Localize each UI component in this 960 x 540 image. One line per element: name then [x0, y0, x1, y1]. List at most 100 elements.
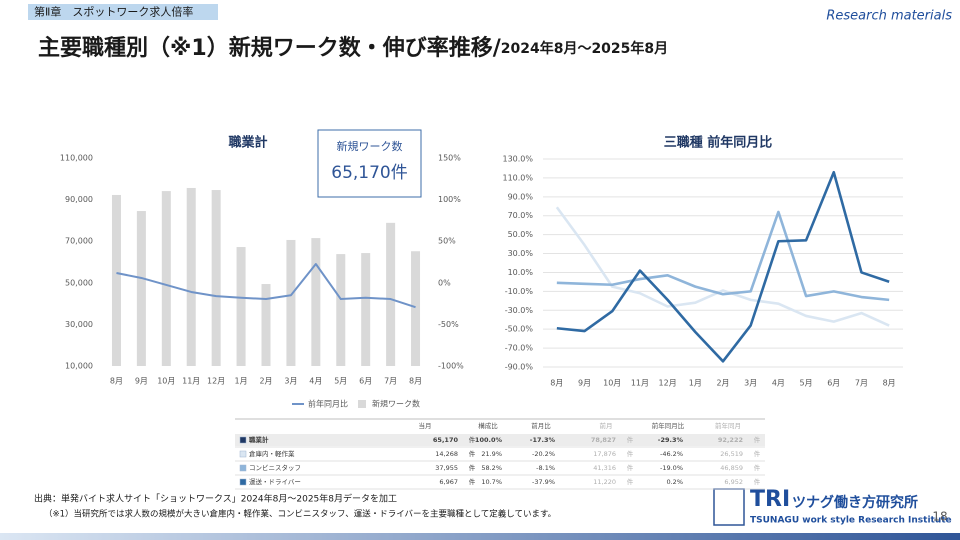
y-tick-label: -10.0%: [505, 287, 534, 296]
table-cell: 58.2%: [481, 464, 502, 472]
x-tick-label: 9月: [578, 379, 591, 388]
table-unit: 件: [469, 463, 476, 472]
chapter-chip: [28, 4, 218, 20]
table-cell: 65,170: [433, 436, 459, 444]
legend-swatch: [358, 400, 366, 408]
x-tick-label: 5月: [334, 377, 347, 386]
chapter: 第Ⅱ章 スポットワーク求人倍率: [34, 5, 193, 19]
table-cell: 37,955: [435, 464, 458, 472]
table-unit: 件: [627, 435, 634, 444]
x-tick-label: 12月: [207, 377, 225, 386]
bar: [236, 247, 246, 366]
table-unit: 件: [627, 477, 634, 486]
x-tick-label: 8月: [883, 379, 896, 388]
title: 主要職種別（※1）新規ワーク数・伸び率推移/2024年8月～2025年8月: [38, 35, 668, 61]
x-tick-label: 2月: [716, 379, 729, 388]
table-unit: 件: [627, 463, 634, 472]
row-swatch: [239, 464, 247, 472]
y-tick-label: 10.0%: [508, 268, 534, 277]
y-tick-label: -30.0%: [505, 306, 534, 315]
y-tick-label: -70.0%: [505, 344, 534, 353]
row-swatch: [239, 478, 247, 486]
table-header: 前年同月: [715, 421, 741, 430]
y-tick-label: 70.0%: [508, 211, 534, 220]
x-tick-label: 7月: [384, 377, 397, 386]
table-cell: -29.3%: [658, 436, 684, 444]
bar: [261, 284, 271, 366]
row-swatch: [239, 436, 247, 444]
bottom-band: [0, 533, 960, 540]
x-tick-label: 3月: [744, 379, 757, 388]
table-unit: 件: [754, 435, 761, 444]
x-tick-label: 10月: [603, 379, 621, 388]
bar: [211, 190, 221, 366]
table-cell: -17.3%: [530, 436, 556, 444]
y-tick-label: 130.0%: [502, 155, 533, 164]
line: [556, 170, 890, 363]
row-name: 職業計: [249, 435, 269, 444]
row-name: 倉庫内・軽作業: [249, 449, 295, 458]
x-tick-label: 11月: [631, 379, 649, 388]
table-cell: 6,967: [439, 478, 458, 486]
x-tick-label: 8月: [550, 379, 563, 388]
table-cell: 78,827: [591, 436, 616, 444]
y-tick-label: -50.0%: [505, 325, 534, 334]
y-tick-label: 70,000: [65, 237, 93, 246]
bar: [336, 254, 346, 366]
table-cell: 100.0%: [475, 436, 503, 444]
logo-jp: ツナグ働き方研究所: [792, 494, 918, 511]
annotation-value: 65,170件: [331, 163, 407, 183]
row-name: 運送・ドライバー: [249, 477, 301, 486]
table-unit: 件: [754, 463, 761, 472]
source: 出典：単発バイト求人サイト「ショットワークス」2024年8月～2025年8月デー…: [34, 493, 397, 505]
y-tick-label: 110.0%: [502, 173, 533, 182]
table-header: 前月比: [531, 421, 551, 430]
logo: TRI: [750, 487, 790, 512]
table-cell: 41,316: [593, 464, 616, 472]
annotation-label: 新規ワーク数: [337, 139, 403, 153]
bar: [411, 251, 421, 366]
table-unit: 件: [754, 477, 761, 486]
legend-label: 前年同月比: [308, 399, 348, 409]
table-cell: -8.1%: [536, 464, 555, 472]
table-cell: 46,859: [720, 464, 743, 472]
y2-tick-label: -50%: [438, 320, 459, 329]
table-header: 当月: [419, 421, 432, 430]
bar: [111, 194, 121, 366]
table-cell: 26,519: [720, 450, 743, 458]
y-tick-label: 90.0%: [508, 192, 534, 201]
chart-title: 三職種 前年同月比: [664, 135, 773, 151]
table-cell: 92,222: [718, 436, 743, 444]
x-tick-label: 8月: [110, 377, 123, 386]
y2-tick-label: 0%: [438, 278, 451, 287]
x-tick-label: 2月: [259, 377, 272, 386]
x-tick-label: 5月: [800, 379, 813, 388]
tag: Research materials: [826, 9, 952, 24]
table-header: 前年同月比: [652, 421, 685, 430]
y-tick-label: 30,000: [65, 320, 93, 329]
y-tick-label: 110,000: [60, 154, 93, 163]
y-tick-label: 30.0%: [508, 249, 534, 258]
x-tick-label: 12月: [659, 379, 677, 388]
legend-label: 新規ワーク数: [372, 399, 420, 409]
bar: [286, 239, 296, 366]
table-header: 構成比: [478, 421, 498, 430]
bar: [311, 238, 321, 366]
table-unit: 件: [469, 435, 476, 444]
row-swatch: [239, 450, 247, 458]
x-tick-label: 7月: [855, 379, 868, 388]
table-cell: 21.9%: [481, 450, 502, 458]
x-tick-label: 11月: [182, 377, 200, 386]
y2-tick-label: 100%: [438, 195, 461, 204]
note: （※1）当研究所では求人数の規模が大きい倉庫内・軽作業、コンビニスタッフ、運送・…: [44, 509, 556, 520]
y-tick-label: -90.0%: [505, 363, 534, 372]
x-tick-label: 8月: [409, 377, 422, 386]
y2-tick-label: 50%: [438, 237, 456, 246]
line: [555, 206, 890, 327]
table-row-bg: [235, 434, 765, 446]
x-tick-label: 1月: [235, 377, 248, 386]
table-unit: 件: [754, 449, 761, 458]
table-cell: 17,876: [593, 450, 616, 458]
table-cell: -37.9%: [532, 478, 555, 486]
